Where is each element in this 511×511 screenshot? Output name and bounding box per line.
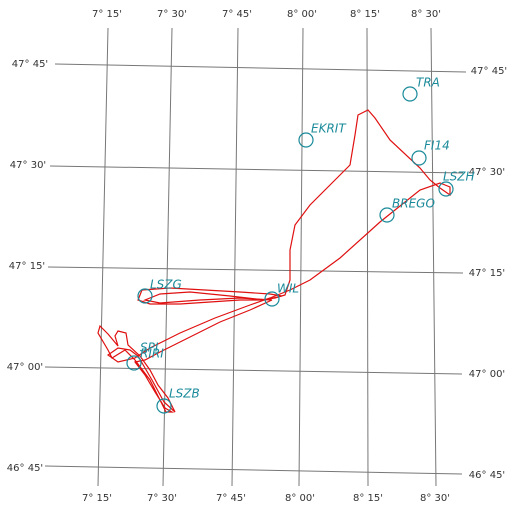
lon-label: 7° 15': [82, 493, 112, 504]
waypoint-marker: [438, 181, 454, 197]
lat-label: 47° 30': [10, 160, 46, 171]
waypoint-label: WIL: [277, 282, 299, 296]
waypoint-label: BREGO: [392, 197, 435, 211]
lat-label: 47° 00': [469, 369, 505, 380]
lon-label: 7° 45': [216, 493, 246, 504]
waypoint-marker: [126, 355, 142, 371]
waypoint-marker: [137, 288, 153, 304]
lon-label: 7° 30': [147, 493, 177, 504]
lon-label: 8° 15': [353, 493, 383, 504]
lon-label: 8° 30': [420, 493, 450, 504]
flight-track: [97, 109, 451, 413]
lon-label: 8° 30': [411, 9, 441, 20]
waypoint-label: LSZG: [150, 278, 182, 292]
meridian: [231, 27, 239, 487]
graticule-labels: 7° 15' 7° 30' 7° 45' 8° 00' 8° 15' 8° 30…: [7, 9, 507, 504]
waypoints: TRA EKRIT FI14 LSZH BREGO LSZG WIL SPI R…: [126, 76, 475, 414]
meridian: [97, 27, 109, 487]
lat-label: 47° 15': [469, 268, 505, 279]
lon-label: 8° 00': [287, 9, 317, 20]
waypoint-label: RIRI: [140, 347, 164, 361]
waypoint-label: LSZH: [443, 170, 475, 184]
lat-label: 47° 15': [9, 261, 45, 272]
meridian: [430, 27, 437, 487]
parallel: [44, 465, 463, 475]
waypoint-marker: [264, 291, 280, 307]
waypoint-marker: [411, 150, 427, 166]
parallel: [47, 266, 464, 274]
lon-label: 7° 30': [157, 9, 187, 20]
lat-label: 47° 30': [469, 167, 505, 178]
meridian: [366, 27, 369, 487]
parallel: [44, 366, 463, 375]
parallel: [49, 165, 464, 174]
lat-label: 47° 45': [12, 59, 48, 70]
lat-label: 47° 00': [7, 362, 43, 373]
waypoint-label: TRA: [416, 76, 440, 90]
graticule: [44, 27, 467, 487]
lat-label: 46° 45': [469, 470, 505, 481]
waypoint-marker: [298, 132, 314, 148]
waypoint-marker: [379, 207, 395, 223]
waypoint-label: LSZB: [169, 387, 200, 401]
parallel: [54, 63, 467, 73]
waypoint-marker: [402, 86, 418, 102]
meridian: [298, 27, 304, 487]
lat-label: 47° 45': [471, 66, 507, 77]
lon-label: 7° 15': [92, 9, 122, 20]
waypoint-marker: [156, 398, 172, 414]
lon-label: 8° 00': [285, 493, 315, 504]
lat-label: 46° 45': [7, 463, 43, 474]
waypoint-label: FI14: [424, 139, 450, 153]
waypoint-label: SPI: [140, 341, 159, 355]
waypoint-label: EKRIT: [311, 122, 347, 136]
lon-label: 8° 15': [350, 9, 380, 20]
lon-label: 7° 45': [222, 9, 252, 20]
meridian: [162, 27, 173, 487]
